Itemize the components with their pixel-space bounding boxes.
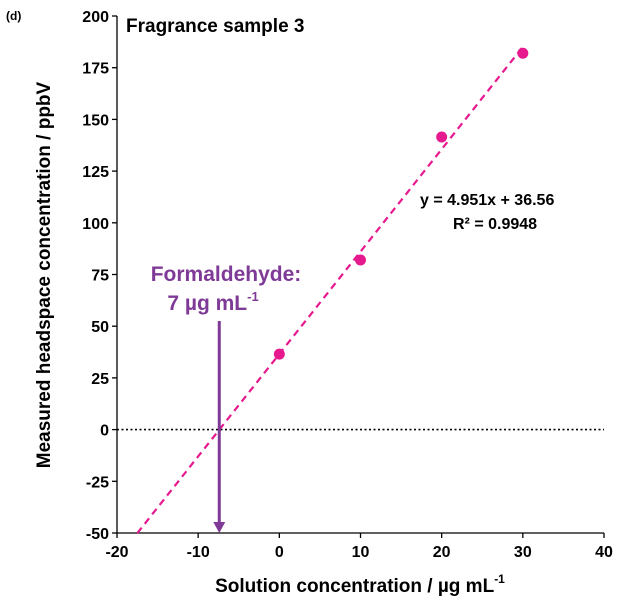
data-point xyxy=(355,254,366,266)
y-tick-label: 50 xyxy=(91,319,109,336)
y-tick-label: 175 xyxy=(82,61,109,78)
y-tick-label: 200 xyxy=(82,9,109,26)
x-tick-label: 20 xyxy=(433,544,451,561)
x-axis-title: Solution concentration / µg mL-1 xyxy=(215,572,505,597)
equation-label: y = 4.951x + 36.56 xyxy=(420,192,554,209)
data-point xyxy=(517,47,529,59)
annotation-arrow-head xyxy=(213,522,226,533)
data-point xyxy=(273,348,285,360)
y-tick-label: -50 xyxy=(86,526,109,543)
y-tick-label: 75 xyxy=(91,268,109,285)
y-axis-title: Measured headspace concentration / ppbV xyxy=(34,81,55,468)
x-tick-label: 40 xyxy=(595,544,613,561)
annotation-line1: Formaldehyde: xyxy=(151,263,302,286)
y-tick-label: 100 xyxy=(82,216,109,233)
annotation-line2-text: 7 µg mL xyxy=(167,292,247,315)
annotation-line2-sup: -1 xyxy=(247,289,259,304)
r-squared-label: R² = 0.9948 xyxy=(453,216,537,233)
fit-line xyxy=(136,46,524,534)
x-tick-label: -20 xyxy=(105,544,128,561)
y-tick-label: 150 xyxy=(82,112,109,129)
y-tick-label: 125 xyxy=(82,164,109,181)
data-point xyxy=(436,131,448,143)
x-tick-label: 0 xyxy=(275,544,284,561)
y-tick-label: 0 xyxy=(100,423,109,440)
annotation-line2: 7 µg mL-1 xyxy=(167,289,258,315)
chart-title: Fragrance sample 3 xyxy=(126,16,304,37)
y-tick-label: -25 xyxy=(86,474,109,491)
x-tick-label: 10 xyxy=(352,544,370,561)
plot-area: -50 -25 0 25 50 75 100 125 150 175 200 -20 -10 0 10 20 3… xyxy=(82,9,613,561)
panel-label: (d) xyxy=(6,9,21,23)
y-tick-label: 25 xyxy=(91,371,109,388)
x-axis-title-text: Solution concentration / µg mL xyxy=(215,576,494,597)
x-axis-title-sup: -1 xyxy=(494,572,505,586)
x-tick-label: 30 xyxy=(514,544,532,561)
x-tick-label: -10 xyxy=(187,544,210,561)
